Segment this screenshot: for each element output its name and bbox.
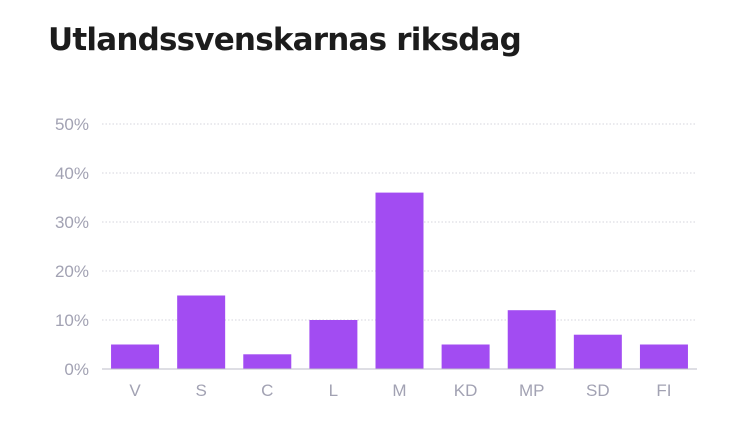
y-tick-label: 10%	[55, 311, 89, 330]
x-tick-label-m: M	[392, 381, 406, 400]
bars	[102, 192, 697, 370]
x-tick-label-v: V	[129, 381, 141, 400]
x-tick-label-l: L	[329, 381, 338, 400]
chart-title: Utlandssvenskarnas riksdag	[48, 22, 522, 58]
x-tick-label-kd: KD	[454, 381, 478, 400]
y-tick-label: 0%	[64, 360, 89, 379]
bar-fi	[639, 344, 688, 369]
bar-kd	[441, 344, 490, 369]
bar-m	[375, 192, 424, 369]
y-tick-label: 30%	[55, 213, 89, 232]
y-tick-label: 50%	[55, 115, 89, 134]
bar-sd	[573, 334, 622, 369]
x-tick-label-fi: FI	[656, 381, 671, 400]
y-axis-tick-labels: 0% 10% 20% 30% 40% 50%	[55, 115, 89, 379]
bar-v	[111, 344, 160, 369]
x-tick-label-s: S	[195, 381, 206, 400]
x-tick-label-mp: MP	[519, 381, 545, 400]
bar-l	[309, 320, 358, 369]
bar-c	[243, 354, 292, 369]
x-axis-tick-labels: V S C L M KD MP SD FI	[129, 381, 671, 400]
bar-mp	[507, 310, 556, 369]
x-tick-label-c: C	[261, 381, 273, 400]
y-tick-label: 20%	[55, 262, 89, 281]
y-tick-label: 40%	[55, 164, 89, 183]
bar-s	[177, 295, 226, 369]
x-tick-label-sd: SD	[586, 381, 610, 400]
